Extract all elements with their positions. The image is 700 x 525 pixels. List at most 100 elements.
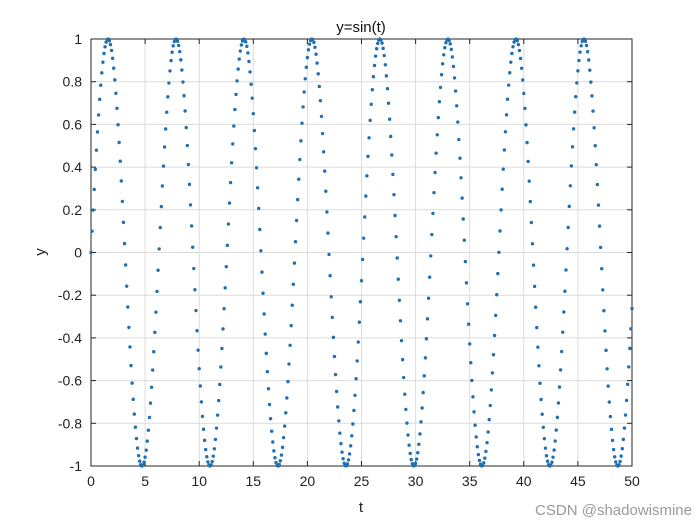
data-point	[456, 120, 460, 124]
data-point	[144, 448, 148, 452]
x-tick-label: 35	[462, 473, 478, 489]
data-point	[185, 143, 189, 148]
data-point	[293, 240, 298, 244]
data-point	[484, 449, 488, 454]
x-tick-label: 5	[141, 473, 149, 489]
data-point	[386, 101, 391, 105]
data-point	[339, 441, 343, 446]
data-point	[258, 227, 262, 232]
data-point	[117, 140, 121, 145]
data-point	[135, 446, 140, 450]
data-point	[236, 67, 240, 71]
data-point	[564, 268, 568, 272]
data-point	[114, 91, 118, 95]
data-point	[235, 79, 239, 83]
data-point	[516, 42, 521, 47]
x-tick-label: 20	[300, 473, 316, 489]
data-point	[571, 127, 576, 131]
data-point	[429, 254, 433, 258]
data-point	[537, 364, 541, 368]
data-point	[287, 362, 291, 366]
data-point	[286, 379, 290, 384]
data-point	[311, 37, 315, 42]
data-point	[558, 368, 563, 372]
data-point	[370, 87, 375, 92]
data-point	[143, 455, 147, 459]
data-point	[398, 319, 403, 323]
data-point	[372, 63, 377, 68]
data-point	[231, 142, 235, 146]
data-point	[333, 372, 338, 377]
data-point	[583, 39, 588, 43]
y-tick-label: -1	[70, 458, 83, 474]
data-point	[152, 349, 156, 354]
data-point	[541, 425, 545, 430]
data-point	[203, 447, 208, 452]
y-tick-label: 0.8	[63, 74, 83, 90]
data-point	[364, 194, 368, 198]
y-tick-label: 1	[74, 31, 82, 47]
data-point	[505, 97, 510, 101]
data-point	[239, 43, 244, 47]
data-point	[324, 189, 328, 193]
data-point	[442, 53, 446, 57]
data-point	[257, 206, 261, 211]
data-point	[142, 460, 146, 464]
data-point	[379, 38, 383, 42]
x-tick-label: 50	[624, 473, 640, 489]
data-point	[250, 96, 254, 100]
data-point	[288, 343, 292, 347]
data-point	[220, 346, 224, 351]
data-point	[592, 126, 596, 130]
data-point	[118, 159, 122, 163]
data-point	[488, 403, 492, 408]
data-point	[482, 461, 486, 465]
data-point	[346, 458, 351, 462]
x-tick-label: 0	[87, 473, 95, 489]
data-point	[439, 73, 444, 77]
data-point	[365, 174, 369, 178]
data-point	[302, 90, 306, 94]
data-point	[317, 84, 322, 89]
data-point	[449, 47, 454, 52]
data-point	[407, 443, 411, 447]
data-point	[192, 266, 196, 271]
data-point	[476, 452, 481, 457]
data-point	[128, 345, 132, 349]
data-point	[572, 110, 577, 114]
data-point	[423, 356, 428, 360]
data-point	[492, 333, 497, 338]
data-point	[600, 267, 604, 271]
data-point	[337, 419, 341, 423]
data-point	[369, 102, 373, 106]
data-point	[260, 270, 264, 274]
data-point	[497, 250, 501, 255]
data-point	[387, 117, 392, 121]
data-point	[196, 348, 200, 352]
data-point	[179, 58, 183, 62]
data-point	[289, 323, 293, 328]
data-point	[156, 268, 160, 272]
data-point	[91, 208, 95, 212]
data-point	[277, 462, 281, 467]
data-point	[352, 408, 356, 413]
data-point	[255, 186, 260, 190]
data-point	[504, 113, 509, 117]
data-point	[461, 217, 465, 221]
data-point	[335, 405, 340, 409]
data-point	[425, 317, 430, 321]
data-point	[595, 182, 600, 187]
data-point	[175, 39, 180, 43]
data-point	[498, 229, 502, 233]
data-point	[268, 416, 273, 421]
data-point	[166, 95, 170, 99]
data-point	[146, 428, 151, 432]
data-point	[355, 359, 359, 363]
data-point	[368, 118, 372, 123]
x-tick-labels: 0 5 10 15 20 25 30 35 40 45 50	[87, 473, 640, 489]
data-point	[393, 213, 397, 218]
data-point	[549, 463, 553, 467]
data-point	[360, 257, 365, 262]
data-point	[596, 203, 601, 207]
